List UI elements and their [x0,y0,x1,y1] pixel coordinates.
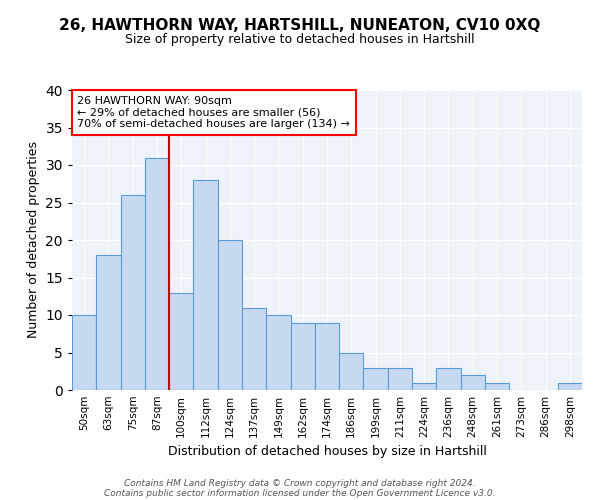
Bar [364,368,388,390]
Bar [436,368,461,390]
Bar [96,255,121,390]
Text: Contains public sector information licensed under the Open Government Licence v3: Contains public sector information licen… [104,488,496,498]
Bar [315,322,339,390]
Bar [558,382,582,390]
Text: 26, HAWTHORN WAY, HARTSHILL, NUNEATON, CV10 0XQ: 26, HAWTHORN WAY, HARTSHILL, NUNEATON, C… [59,18,541,32]
X-axis label: Distribution of detached houses by size in Hartshill: Distribution of detached houses by size … [167,446,487,458]
Bar [218,240,242,390]
Bar [193,180,218,390]
Text: Size of property relative to detached houses in Hartshill: Size of property relative to detached ho… [125,32,475,46]
Bar [485,382,509,390]
Text: Contains HM Land Registry data © Crown copyright and database right 2024.: Contains HM Land Registry data © Crown c… [124,478,476,488]
Bar [290,322,315,390]
Bar [169,292,193,390]
Bar [388,368,412,390]
Y-axis label: Number of detached properties: Number of detached properties [27,142,40,338]
Bar [339,352,364,390]
Bar [121,195,145,390]
Bar [242,308,266,390]
Text: 26 HAWTHORN WAY: 90sqm
← 29% of detached houses are smaller (56)
70% of semi-det: 26 HAWTHORN WAY: 90sqm ← 29% of detached… [77,96,350,129]
Bar [461,375,485,390]
Bar [266,315,290,390]
Bar [72,315,96,390]
Bar [412,382,436,390]
Bar [145,158,169,390]
